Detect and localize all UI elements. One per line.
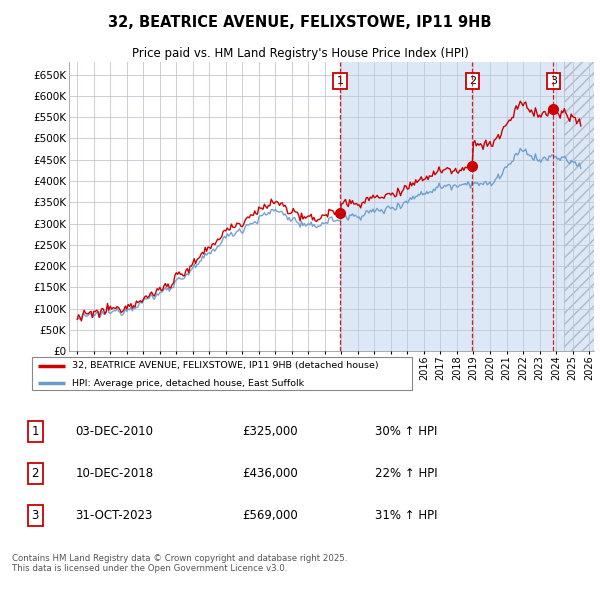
Text: 32, BEATRICE AVENUE, FELIXSTOWE, IP11 9HB (detached house): 32, BEATRICE AVENUE, FELIXSTOWE, IP11 9H… — [72, 361, 379, 370]
Text: 3: 3 — [550, 76, 557, 86]
Text: £325,000: £325,000 — [242, 425, 298, 438]
Text: 2: 2 — [31, 467, 39, 480]
Text: £436,000: £436,000 — [242, 467, 298, 480]
Text: 31% ↑ HPI: 31% ↑ HPI — [375, 509, 437, 522]
Text: 10-DEC-2018: 10-DEC-2018 — [76, 467, 154, 480]
Text: 30% ↑ HPI: 30% ↑ HPI — [375, 425, 437, 438]
Text: 1: 1 — [337, 76, 344, 86]
Text: HPI: Average price, detached house, East Suffolk: HPI: Average price, detached house, East… — [72, 379, 304, 388]
Text: 2: 2 — [469, 76, 476, 86]
Text: Price paid vs. HM Land Registry's House Price Index (HPI): Price paid vs. HM Land Registry's House … — [131, 47, 469, 60]
Text: 1: 1 — [31, 425, 39, 438]
Text: £569,000: £569,000 — [242, 509, 298, 522]
FancyBboxPatch shape — [32, 357, 412, 391]
Text: 31-OCT-2023: 31-OCT-2023 — [76, 509, 153, 522]
Bar — [340, 62, 594, 351]
Text: 32, BEATRICE AVENUE, FELIXSTOWE, IP11 9HB: 32, BEATRICE AVENUE, FELIXSTOWE, IP11 9H… — [108, 15, 492, 30]
Text: Contains HM Land Registry data © Crown copyright and database right 2025.
This d: Contains HM Land Registry data © Crown c… — [12, 553, 347, 573]
Text: 03-DEC-2010: 03-DEC-2010 — [76, 425, 154, 438]
Text: 22% ↑ HPI: 22% ↑ HPI — [375, 467, 437, 480]
Text: 3: 3 — [31, 509, 39, 522]
